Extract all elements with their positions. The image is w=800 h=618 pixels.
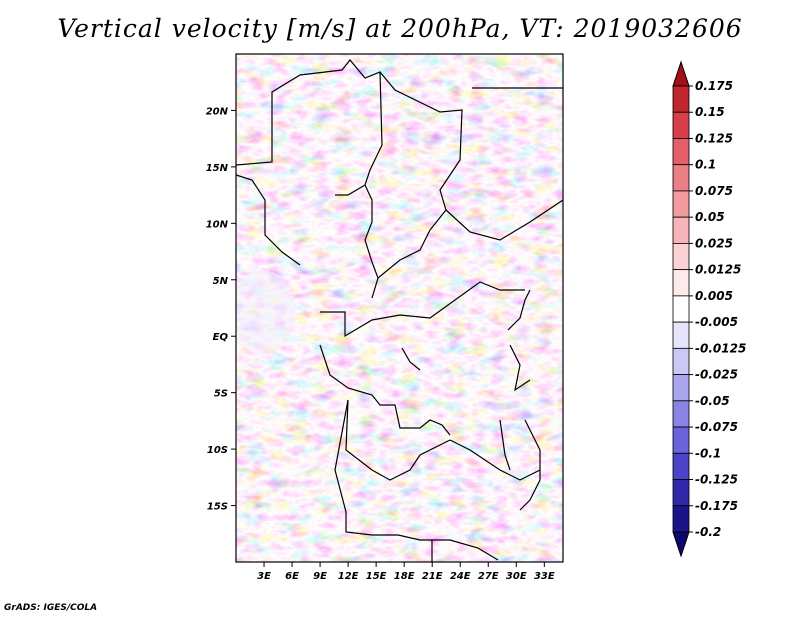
lon-label: 3E [257,571,271,582]
latitude-axis: 20N 15N 10N 5N EQ 5S 10S 15S [206,106,236,513]
lon-label: 18E [394,571,415,582]
colorbar-label: -0.025 [695,368,738,382]
colorbar-label: -0.175 [695,499,738,513]
lon-label: 27E [478,571,499,582]
lon-label: 24E [450,571,471,582]
colorbar-label: -0.075 [695,420,738,434]
colorbar-label: 0.15 [695,105,725,119]
colorbar-label: -0.0125 [695,341,746,355]
colorbar-label: -0.1 [695,446,721,460]
colorbar-box [672,190,690,218]
colorbar-box [672,243,690,271]
vertical-velocity-field [236,54,563,562]
colorbar-box [672,138,690,166]
colorbar-label: 0.05 [695,210,725,224]
lat-label: 15S [207,502,228,513]
lon-label: 30E [506,571,527,582]
lat-label: 15N [206,163,229,174]
lat-label: 10S [207,445,228,456]
lon-label: 12E [338,571,359,582]
colorbar-label: -0.005 [695,315,738,329]
grads-credit: GrADS: IGES/COLA [4,603,98,613]
lon-label: 15E [366,571,387,582]
colorbar-bottom-triangle [672,531,690,558]
colorbar-label: 0.075 [695,184,733,198]
colorbar-box [672,269,690,297]
colorbar-box [672,295,690,323]
colorbar-box [672,111,690,139]
colorbar-box [672,321,690,349]
longitude-axis: 3E 6E 9E 12E 15E 18E 21E 24E 27E 30E 33E [257,562,555,582]
colorbar-box [672,452,690,480]
lon-label: 6E [285,571,299,582]
map-frame [235,53,564,563]
lon-label: 9E [313,571,327,582]
colorbar-label: -0.2 [695,525,721,539]
colorbar-box [672,216,690,244]
plot-title: Vertical velocity [m/s] at 200hPa, VT: 2… [57,14,743,43]
lat-label: 20N [206,106,229,117]
lon-label: 21E [422,571,443,582]
colorbar-label: -0.125 [695,473,738,487]
colorbar-box [672,85,690,113]
colorbar: 0.175 0.15 0.125 0.1 0.075 0.05 0.025 0.0125 0.0… [672,60,746,558]
lat-label: 10N [206,219,229,230]
colorbar-box [672,347,690,375]
colorbar-label: 0.025 [695,236,733,250]
colorbar-box [672,374,690,402]
colorbar-label: 0.005 [695,289,733,303]
lat-label: 5N [213,276,229,287]
lat-label: 5S [214,389,228,400]
colorbar-label: 0.1 [695,158,716,172]
colorbar-top-triangle [672,60,690,87]
colorbar-box [672,479,690,507]
colorbar-label: 0.175 [695,79,733,93]
colorbar-box [672,164,690,192]
colorbar-label: 0.0125 [695,263,741,277]
colorbar-box [672,400,690,428]
country-borders [236,59,563,562]
colorbar-box [672,505,690,533]
lon-label: 33E [534,571,555,582]
lat-label: EQ [213,332,229,343]
colorbar-label: -0.05 [695,394,730,408]
colorbar-box [672,426,690,454]
colorbar-label: 0.125 [695,131,733,145]
